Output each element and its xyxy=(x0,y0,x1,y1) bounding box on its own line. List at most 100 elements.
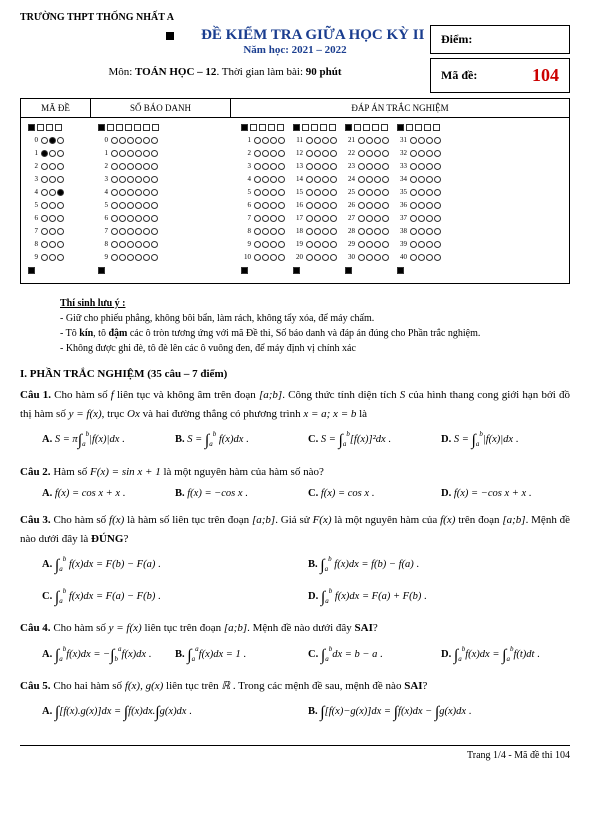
answer-bubble[interactable] xyxy=(366,176,373,183)
bubble[interactable] xyxy=(143,189,150,196)
answer-bubble[interactable] xyxy=(418,163,425,170)
bubble[interactable] xyxy=(143,202,150,209)
bubble[interactable] xyxy=(57,176,64,183)
answer-bubble[interactable] xyxy=(374,241,381,248)
answer-bubble[interactable] xyxy=(434,241,441,248)
bubble[interactable] xyxy=(111,215,118,222)
bubble[interactable] xyxy=(57,228,64,235)
answer-bubble[interactable] xyxy=(382,228,389,235)
answer-bubble[interactable] xyxy=(418,241,425,248)
answer-bubble[interactable] xyxy=(314,137,321,144)
bubble[interactable] xyxy=(135,189,142,196)
answer-bubble[interactable] xyxy=(322,228,329,235)
bubble[interactable] xyxy=(49,228,56,235)
answer-bubble[interactable] xyxy=(366,189,373,196)
bubble[interactable] xyxy=(49,202,56,209)
answer-bubble[interactable] xyxy=(270,189,277,196)
answer-bubble[interactable] xyxy=(330,241,337,248)
bubble[interactable] xyxy=(143,150,150,157)
answer-bubble[interactable] xyxy=(254,176,261,183)
answer-bubble[interactable] xyxy=(434,189,441,196)
answer-bubble[interactable] xyxy=(278,228,285,235)
answer-bubble[interactable] xyxy=(270,163,277,170)
answer-bubble[interactable] xyxy=(330,189,337,196)
answer-bubble[interactable] xyxy=(314,176,321,183)
bubble[interactable] xyxy=(41,176,48,183)
answer-bubble[interactable] xyxy=(262,254,269,261)
answer-bubble[interactable] xyxy=(426,137,433,144)
answer-bubble[interactable] xyxy=(366,254,373,261)
bubble[interactable] xyxy=(111,163,118,170)
answer-bubble[interactable] xyxy=(262,189,269,196)
answer-bubble[interactable] xyxy=(418,150,425,157)
answer-bubble[interactable] xyxy=(314,241,321,248)
answer-bubble[interactable] xyxy=(254,241,261,248)
answer-bubble[interactable] xyxy=(262,241,269,248)
answer-bubble[interactable] xyxy=(254,189,261,196)
bubble[interactable] xyxy=(41,150,48,157)
bubble[interactable] xyxy=(57,137,64,144)
answer-bubble[interactable] xyxy=(410,189,417,196)
bubble[interactable] xyxy=(143,254,150,261)
answer-bubble[interactable] xyxy=(418,202,425,209)
answer-bubble[interactable] xyxy=(358,241,365,248)
answer-bubble[interactable] xyxy=(382,241,389,248)
answer-bubble[interactable] xyxy=(254,254,261,261)
answer-bubble[interactable] xyxy=(314,189,321,196)
bubble[interactable] xyxy=(127,241,134,248)
answer-bubble[interactable] xyxy=(306,241,313,248)
answer-bubble[interactable] xyxy=(410,202,417,209)
bubble[interactable] xyxy=(57,215,64,222)
answer-bubble[interactable] xyxy=(270,228,277,235)
answer-bubble[interactable] xyxy=(410,163,417,170)
answer-bubble[interactable] xyxy=(358,254,365,261)
answer-bubble[interactable] xyxy=(262,150,269,157)
bubble[interactable] xyxy=(119,137,126,144)
bubble[interactable] xyxy=(127,202,134,209)
answer-bubble[interactable] xyxy=(306,163,313,170)
bubble[interactable] xyxy=(151,189,158,196)
answer-bubble[interactable] xyxy=(374,202,381,209)
bubble[interactable] xyxy=(151,150,158,157)
bubble[interactable] xyxy=(127,150,134,157)
answer-bubble[interactable] xyxy=(270,150,277,157)
answer-bubble[interactable] xyxy=(366,228,373,235)
answer-bubble[interactable] xyxy=(410,137,417,144)
answer-bubble[interactable] xyxy=(434,254,441,261)
answer-bubble[interactable] xyxy=(374,189,381,196)
answer-bubble[interactable] xyxy=(434,150,441,157)
answer-bubble[interactable] xyxy=(366,241,373,248)
bubble[interactable] xyxy=(135,228,142,235)
bubble[interactable] xyxy=(143,241,150,248)
answer-bubble[interactable] xyxy=(418,228,425,235)
answer-bubble[interactable] xyxy=(358,163,365,170)
answer-bubble[interactable] xyxy=(366,137,373,144)
bubble[interactable] xyxy=(111,241,118,248)
bubble[interactable] xyxy=(151,254,158,261)
answer-bubble[interactable] xyxy=(262,202,269,209)
answer-bubble[interactable] xyxy=(306,189,313,196)
answer-bubble[interactable] xyxy=(306,215,313,222)
bubble[interactable] xyxy=(143,176,150,183)
bubble[interactable] xyxy=(57,241,64,248)
bubble[interactable] xyxy=(49,241,56,248)
answer-bubble[interactable] xyxy=(322,215,329,222)
bubble[interactable] xyxy=(49,137,56,144)
answer-bubble[interactable] xyxy=(426,189,433,196)
bubble[interactable] xyxy=(127,137,134,144)
bubble[interactable] xyxy=(119,202,126,209)
bubble[interactable] xyxy=(49,163,56,170)
bubble[interactable] xyxy=(135,202,142,209)
bubble[interactable] xyxy=(57,150,64,157)
answer-bubble[interactable] xyxy=(278,176,285,183)
bubble[interactable] xyxy=(135,176,142,183)
answer-bubble[interactable] xyxy=(322,150,329,157)
answer-bubble[interactable] xyxy=(314,163,321,170)
answer-bubble[interactable] xyxy=(278,189,285,196)
answer-bubble[interactable] xyxy=(306,176,313,183)
answer-bubble[interactable] xyxy=(270,254,277,261)
answer-bubble[interactable] xyxy=(434,202,441,209)
answer-bubble[interactable] xyxy=(410,176,417,183)
bubble[interactable] xyxy=(111,202,118,209)
bubble[interactable] xyxy=(119,215,126,222)
